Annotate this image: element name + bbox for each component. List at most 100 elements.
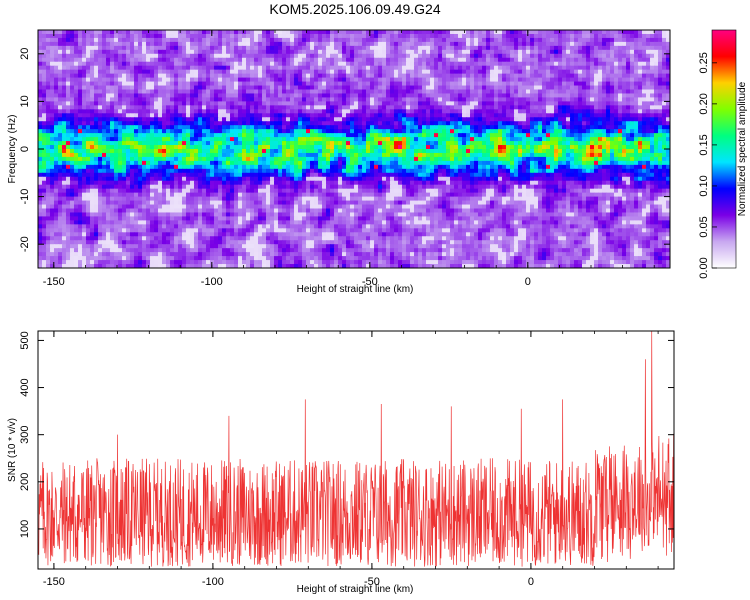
heatmap-cell xyxy=(78,137,83,142)
heatmap-cell xyxy=(90,137,95,142)
heatmap-cell xyxy=(62,129,67,134)
heatmap-cell xyxy=(626,45,631,51)
heatmap-cell xyxy=(422,77,427,83)
heatmap-cell xyxy=(222,145,227,150)
heatmap-cell xyxy=(586,101,591,106)
heatmap-cell xyxy=(450,137,455,142)
heatmap-cell xyxy=(190,105,195,110)
heatmap-cell xyxy=(74,113,79,118)
heatmap-cell xyxy=(230,145,235,150)
heatmap-cell xyxy=(386,61,391,67)
heatmap-cell xyxy=(82,121,87,126)
heatmap-cell xyxy=(226,121,231,126)
heatmap-cell xyxy=(186,113,191,118)
heatmap-cell xyxy=(258,41,263,47)
heatmap-cell xyxy=(390,129,395,134)
heatmap-cell xyxy=(590,137,595,142)
heatmap-cell xyxy=(86,30,91,35)
heatmap-cell xyxy=(474,53,479,59)
heatmap-cell xyxy=(526,89,531,95)
heatmap-cell xyxy=(386,149,391,154)
heatmap-cell xyxy=(70,152,75,158)
heatmap-cell xyxy=(466,133,471,138)
heatmap-cell xyxy=(558,37,563,43)
heatmap-cell xyxy=(194,113,199,118)
heatmap-cell xyxy=(390,145,395,150)
heatmap-cell xyxy=(154,41,159,47)
heatmap-cell xyxy=(218,57,223,63)
heatmap-cell xyxy=(410,41,415,47)
heatmap-cell xyxy=(102,65,107,71)
heatmap-cell xyxy=(234,137,239,142)
heatmap-cell xyxy=(82,41,87,47)
heatmap-cell xyxy=(270,141,275,146)
heatmap-cell xyxy=(518,37,523,43)
heatmap-cell xyxy=(426,145,431,150)
heatmap-cell xyxy=(158,121,163,126)
heatmap-cell xyxy=(390,141,395,146)
heatmap-cell xyxy=(266,109,271,114)
heatmap-cell xyxy=(54,121,59,126)
heatmap-cell xyxy=(310,129,315,134)
heatmap-cell xyxy=(338,149,343,154)
heatmap-cell xyxy=(646,133,651,138)
heatmap-cell xyxy=(382,121,387,126)
heatmap-cell xyxy=(506,30,511,35)
heatmap-cell xyxy=(182,113,187,118)
heatmap-cell xyxy=(94,89,99,95)
heatmap-cell xyxy=(130,109,135,114)
heatmap-cell xyxy=(122,89,127,95)
heatmap-cell xyxy=(510,101,515,106)
heatmap-cell xyxy=(410,69,415,75)
heatmap-cell xyxy=(606,133,611,138)
heatmap-cell xyxy=(42,152,47,158)
heatmap-cell xyxy=(130,152,135,158)
heatmap-cell xyxy=(366,53,371,59)
heatmap-cell xyxy=(462,93,467,99)
heatmap-cell xyxy=(510,41,515,47)
heatmap-cell xyxy=(666,81,670,87)
heatmap-cell xyxy=(574,73,579,79)
heatmap-cell xyxy=(390,57,395,63)
heatmap-cell xyxy=(550,117,555,122)
heatmap-cell xyxy=(182,77,187,83)
heatmap-cell xyxy=(302,65,307,71)
heatmap-cell xyxy=(174,141,179,146)
heatmap-cell xyxy=(478,101,483,106)
heatmap-cell xyxy=(270,61,275,67)
heatmap-cell xyxy=(282,30,287,35)
heatmap-cell xyxy=(258,37,263,43)
heatmap-cell xyxy=(74,33,79,39)
heatmap-cell xyxy=(306,101,311,106)
heatmap-cell xyxy=(486,133,491,138)
heatmap-cell xyxy=(314,93,319,99)
heatmap-cell xyxy=(210,45,215,51)
heatmap-cell xyxy=(158,145,163,150)
heatmap-cell xyxy=(434,37,439,43)
heatmap-cell xyxy=(190,137,195,142)
heatmap-cell xyxy=(258,73,263,79)
heatmap-cell xyxy=(330,149,335,154)
heatmap-cell xyxy=(122,101,127,106)
heatmap-cell xyxy=(106,149,111,154)
heatmap-cell xyxy=(446,77,451,83)
heatmap-cell xyxy=(134,33,139,39)
heatmap-cell xyxy=(526,101,531,106)
heatmap-cell xyxy=(570,93,575,99)
heatmap-cell xyxy=(282,129,287,134)
heatmap-cell xyxy=(38,152,43,158)
heatmap-cell xyxy=(450,101,455,106)
heatmap-cell xyxy=(514,117,519,122)
heatmap-cell xyxy=(458,57,463,63)
heatmap-cell xyxy=(270,149,275,154)
heatmap-cell xyxy=(246,61,251,67)
heatmap-cell xyxy=(226,109,231,114)
heatmap-cell xyxy=(598,45,603,51)
heatmap-cell xyxy=(450,141,455,146)
heatmap-cell xyxy=(362,145,367,150)
heatmap-cell xyxy=(542,93,547,99)
heatmap-cell xyxy=(242,117,247,122)
heatmap-cell xyxy=(278,113,283,118)
heatmap-cell xyxy=(62,137,67,142)
heatmap-cell xyxy=(634,85,639,91)
